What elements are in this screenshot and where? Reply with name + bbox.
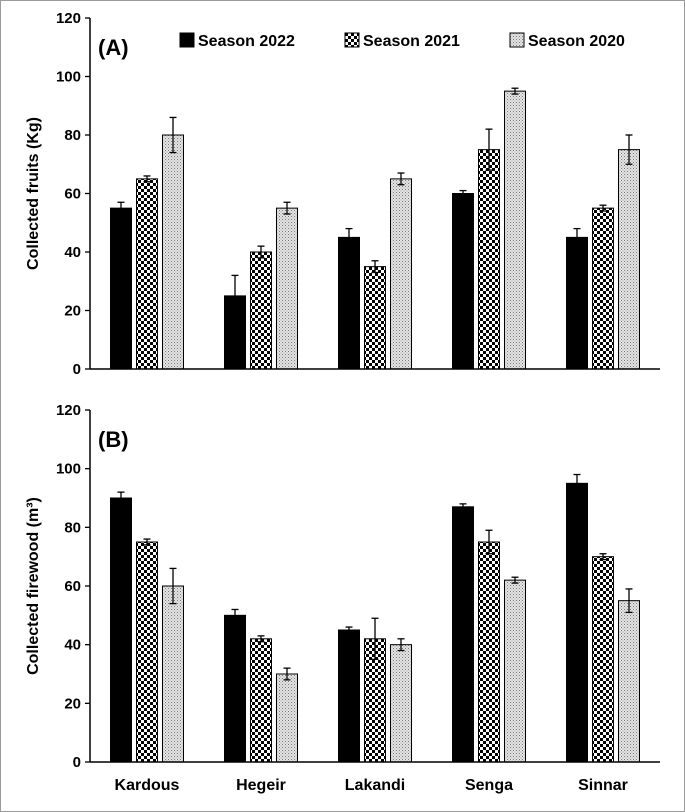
bar-season-2021: [250, 251, 272, 370]
bar-season-2021: [478, 149, 500, 370]
bar-season-2020: [390, 644, 412, 763]
legend-entry: Season 2021: [363, 33, 460, 50]
legend-swatch: [344, 32, 360, 48]
bar-season-2022: [452, 193, 474, 370]
bar-season-2022: [566, 482, 588, 763]
x-tick-label: Lakandi: [345, 777, 405, 794]
bar-season-2022: [224, 614, 246, 763]
bar-season-2021: [250, 638, 272, 763]
y-tick-label: 0: [73, 361, 81, 378]
y-tick-label: 20: [64, 695, 81, 712]
bar-season-2020: [618, 600, 640, 763]
bar-season-2020: [162, 585, 184, 763]
bar-season-2020: [504, 579, 526, 763]
y-tick-label: 40: [64, 244, 81, 261]
bar-season-2020: [276, 673, 298, 763]
y-tick-label: 120: [56, 402, 81, 419]
panel-label: (A): [98, 35, 129, 60]
bar-season-2020: [162, 134, 184, 370]
bar-season-2022: [110, 207, 132, 370]
y-tick-label: 40: [64, 637, 81, 654]
panel-a: 0 20 40 60 80 100 120 Collected fruits (Kg) (A) S…: [25, 10, 660, 378]
y-axis-title: Collected firewood (m³): [25, 497, 42, 675]
bar-season-2022: [338, 236, 360, 370]
y-tick-label: 60: [64, 578, 81, 595]
panel-label: (B): [98, 427, 129, 452]
panels: 0 20 40 60 80 100 120 Collected fruits (Kg) (A) S…: [25, 10, 660, 794]
x-tick-label: Hegeir: [236, 777, 286, 794]
legend: Season 2022 Season 2021 Season 2020: [179, 32, 625, 50]
x-tick-label: Sinnar: [578, 777, 628, 794]
y-axis-title: Collected fruits (Kg): [25, 117, 42, 270]
y-tick-label: 80: [64, 519, 81, 536]
x-tick-label: Senga: [465, 777, 513, 794]
legend-swatch: [509, 32, 525, 48]
bar-season-2021: [592, 556, 614, 763]
bar-season-2020: [390, 178, 412, 370]
y-tick-label: 20: [64, 303, 81, 320]
bar-season-2020: [618, 149, 640, 370]
bar-season-2021: [136, 178, 158, 370]
y-tick-label: 100: [56, 461, 81, 478]
bar-season-2022: [452, 506, 474, 763]
bar-season-2021: [136, 541, 158, 763]
legend-entry: Season 2022: [198, 33, 295, 50]
x-tick-label: Kardous: [115, 777, 180, 794]
y-tick-label: 120: [56, 10, 81, 27]
bar-season-2022: [338, 629, 360, 763]
bar-season-2021: [478, 541, 500, 763]
bar-season-2022: [110, 497, 132, 763]
y-tick-label: 60: [64, 186, 81, 203]
bar-season-2020: [276, 207, 298, 370]
bar-season-2021: [364, 266, 386, 370]
panel-b: 0 20 40 60 80 100 120 Kardous Hegeir Lakandi Senga…: [25, 402, 660, 794]
bar-season-2021: [592, 207, 614, 370]
y-tick-label: 100: [56, 69, 81, 86]
legend-swatch: [179, 32, 195, 48]
y-tick-label: 0: [73, 754, 81, 771]
bar-season-2020: [504, 90, 526, 370]
y-tick-label: 80: [64, 127, 81, 144]
bar-season-2022: [566, 236, 588, 370]
legend-entry: Season 2020: [528, 33, 625, 50]
